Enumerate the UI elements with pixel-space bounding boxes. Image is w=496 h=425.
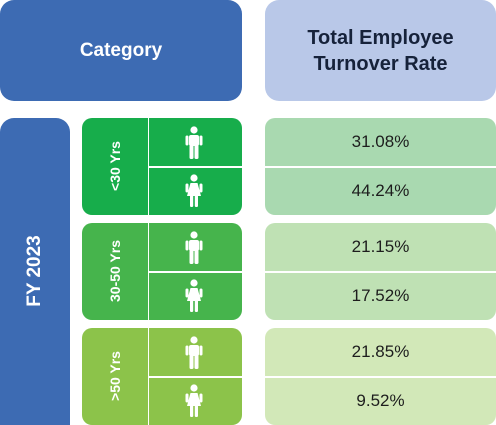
turnover-rate-header-line1: Total Employee xyxy=(307,26,454,49)
turnover-rate-header: Total Employee Turnover Rate xyxy=(265,0,496,101)
male-icon xyxy=(184,336,204,370)
male-rate: 31.08% xyxy=(351,132,410,151)
male-rate: 21.15% xyxy=(351,237,410,256)
age-label: 30-50 Yrs xyxy=(107,239,123,303)
age-label: <30 Yrs xyxy=(107,141,123,191)
rate-cell-under-30: 31.08% 44.24% xyxy=(265,118,496,215)
female-rate: 44.24% xyxy=(351,181,410,200)
age-label-cell: 30-50 Yrs xyxy=(82,223,149,320)
female-rate: 17.52% xyxy=(351,286,410,305)
age-label: >50 Yrs xyxy=(107,351,123,401)
row-divider xyxy=(148,271,242,273)
row-divider xyxy=(265,376,496,378)
female-icon xyxy=(184,279,204,313)
male-icon xyxy=(184,126,204,160)
female-icon xyxy=(184,384,204,418)
row-divider xyxy=(148,376,242,378)
male-icon xyxy=(184,231,204,265)
male-rate: 21.85% xyxy=(351,342,410,361)
fiscal-year-column: FY 2023 xyxy=(0,118,70,425)
age-group-over-50: >50 Yrs xyxy=(82,328,242,425)
row-divider xyxy=(265,271,496,273)
row-divider xyxy=(148,166,242,168)
category-header: Category xyxy=(0,0,242,101)
female-icon xyxy=(184,174,204,208)
row-divider xyxy=(265,166,496,168)
age-label-cell: <30 Yrs xyxy=(82,118,149,215)
category-header-label: Category xyxy=(79,39,163,61)
age-group-30-50: 30-50 Yrs xyxy=(82,223,242,320)
female-rate: 9.52% xyxy=(356,391,405,410)
rate-cell-over-50: 21.85% 9.52% xyxy=(265,328,496,425)
age-label-cell: >50 Yrs xyxy=(82,328,149,425)
fiscal-year-label: FY 2023 xyxy=(24,235,45,307)
rate-cell-30-50: 21.15% 17.52% xyxy=(265,223,496,320)
turnover-rate-header-line2: Turnover Rate xyxy=(313,52,448,75)
age-group-under-30: <30 Yrs xyxy=(82,118,242,215)
